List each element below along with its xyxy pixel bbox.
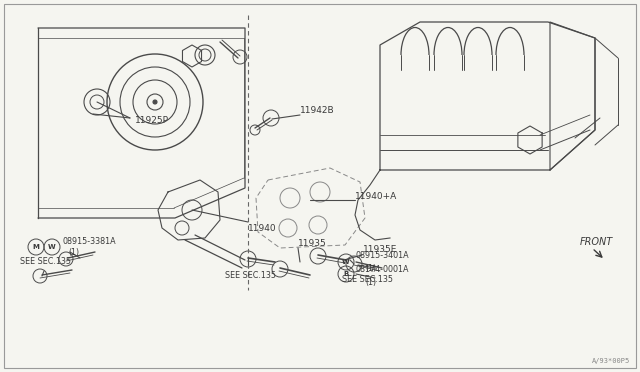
Text: SEE SEC.135: SEE SEC.135 (342, 276, 393, 285)
Text: B: B (344, 271, 349, 277)
Text: 11925P: 11925P (135, 115, 169, 125)
Text: 11935E: 11935E (363, 246, 397, 254)
Text: SEE SEC.135: SEE SEC.135 (225, 270, 276, 279)
Text: A/93*00P5: A/93*00P5 (592, 358, 630, 364)
Text: 11940: 11940 (248, 224, 276, 232)
Text: M: M (33, 244, 40, 250)
Text: W: W (48, 244, 56, 250)
Text: 11935: 11935 (298, 240, 327, 248)
Text: 11940+A: 11940+A (355, 192, 397, 201)
Text: W: W (342, 259, 350, 265)
Text: (1): (1) (365, 278, 376, 286)
Text: SEE SEC.135: SEE SEC.135 (20, 257, 71, 266)
Text: 08915-3381A: 08915-3381A (62, 237, 116, 246)
Circle shape (153, 100, 157, 104)
Text: (1): (1) (365, 263, 376, 273)
Text: 08915-3401A: 08915-3401A (356, 251, 410, 260)
Text: FRONT: FRONT (580, 237, 613, 247)
Text: 11942B: 11942B (300, 106, 335, 115)
Text: 08174-0001A: 08174-0001A (356, 266, 410, 275)
Text: (1): (1) (68, 248, 79, 257)
